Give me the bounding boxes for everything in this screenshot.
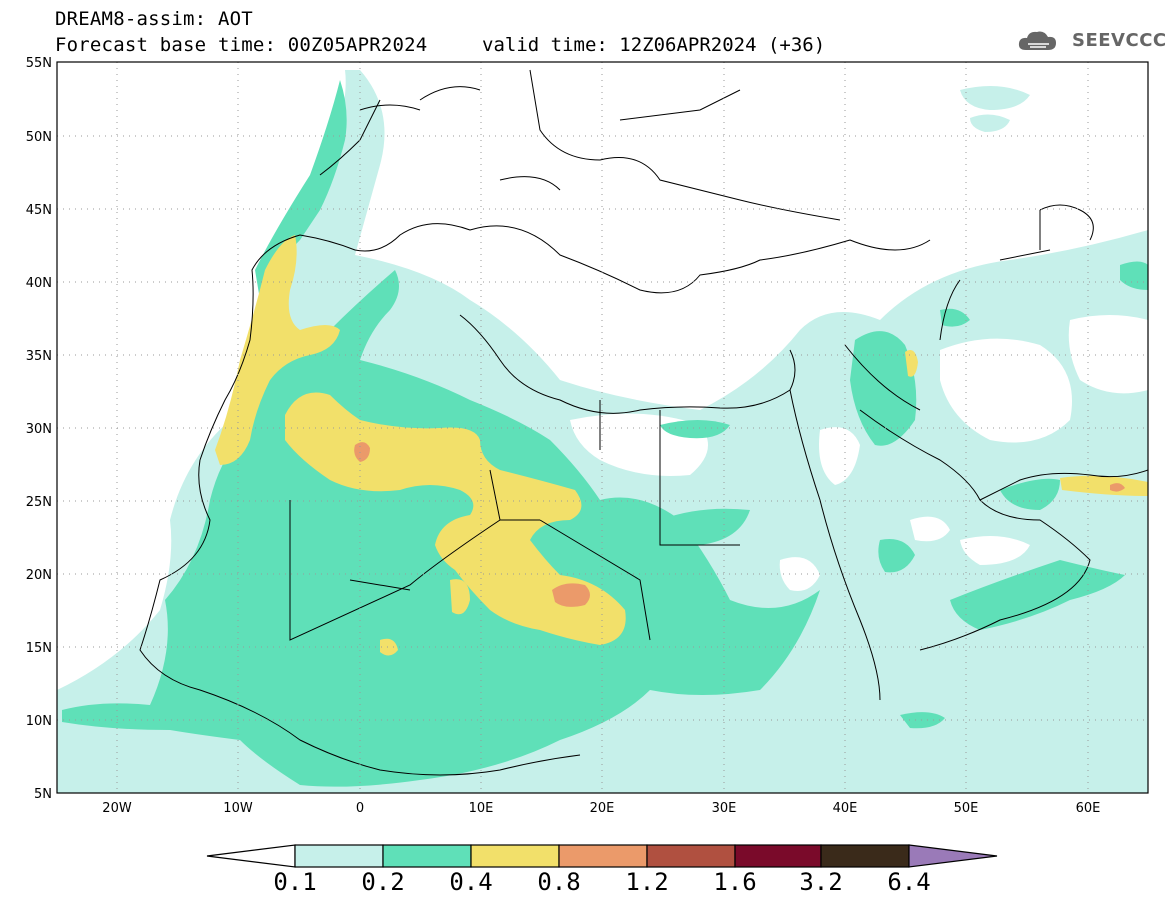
lon-label: 30E xyxy=(712,801,737,816)
lat-label: 35N xyxy=(26,349,52,364)
forecast-base-time: Forecast base time: 00Z05APR2024 xyxy=(55,34,428,56)
colorbar-over-arrow xyxy=(908,844,998,868)
colorbar xyxy=(206,844,998,868)
map-frame xyxy=(56,61,1149,794)
colorbar-swatch xyxy=(820,844,910,868)
colorbar-swatch xyxy=(646,844,736,868)
lon-label: 40E xyxy=(833,801,858,816)
colorbar-label: 0.1 xyxy=(273,868,317,896)
colorbar-label: 1.6 xyxy=(713,868,757,896)
aot-field-0.4 xyxy=(215,235,1148,656)
lat-label: 10N xyxy=(26,714,52,729)
lat-label: 20N xyxy=(26,568,52,583)
lat-label: 55N xyxy=(26,56,52,71)
colorbar-swatch xyxy=(382,844,472,868)
lat-label: 40N xyxy=(26,276,52,291)
aot-field-0.8 xyxy=(354,442,1125,607)
map-title: DREAM8-assim: AOT xyxy=(55,8,253,30)
latitude-labels: 55N 50N 45N 40N 35N 30N 25N 20N 15N 10N … xyxy=(26,56,52,802)
lat-label: 50N xyxy=(26,130,52,145)
aot-field-0.2 xyxy=(62,80,1148,787)
colorbar-label: 6.4 xyxy=(887,868,931,896)
lon-label: 20E xyxy=(590,801,615,816)
colorbar-label: 3.2 xyxy=(799,868,843,896)
lon-label: 20W xyxy=(102,801,132,816)
coastlines xyxy=(139,69,1148,776)
logo-text: SEEVCCC xyxy=(1072,30,1165,51)
colorbar-label: 0.4 xyxy=(449,868,493,896)
lon-label: 10W xyxy=(223,801,253,816)
lon-label: 10E xyxy=(469,801,494,816)
seevccc-logo xyxy=(1018,31,1056,50)
colorbar-swatch xyxy=(558,844,648,868)
colorbar-label: 0.8 xyxy=(537,868,581,896)
longitude-labels: 20W 10W 0 10E 20E 30E 40E 50E 60E xyxy=(102,801,1100,816)
colorbar-label: 0.2 xyxy=(361,868,405,896)
lat-label: 45N xyxy=(26,203,52,218)
colorbar-label: 1.2 xyxy=(625,868,669,896)
colorbar-swatch xyxy=(294,844,384,868)
lat-label: 5N xyxy=(34,787,52,802)
lat-label: 30N xyxy=(26,422,52,437)
valid-time: valid time: 12Z06APR2024 (+36) xyxy=(482,34,826,56)
colorbar-swatch xyxy=(734,844,822,868)
lat-label: 15N xyxy=(26,641,52,656)
lon-label: 50E xyxy=(954,801,979,816)
lat-label: 25N xyxy=(26,495,52,510)
lon-label: 0 xyxy=(356,801,364,816)
lon-label: 60E xyxy=(1076,801,1101,816)
colorbar-under-arrow xyxy=(206,844,296,868)
colorbar-swatch xyxy=(470,844,560,868)
